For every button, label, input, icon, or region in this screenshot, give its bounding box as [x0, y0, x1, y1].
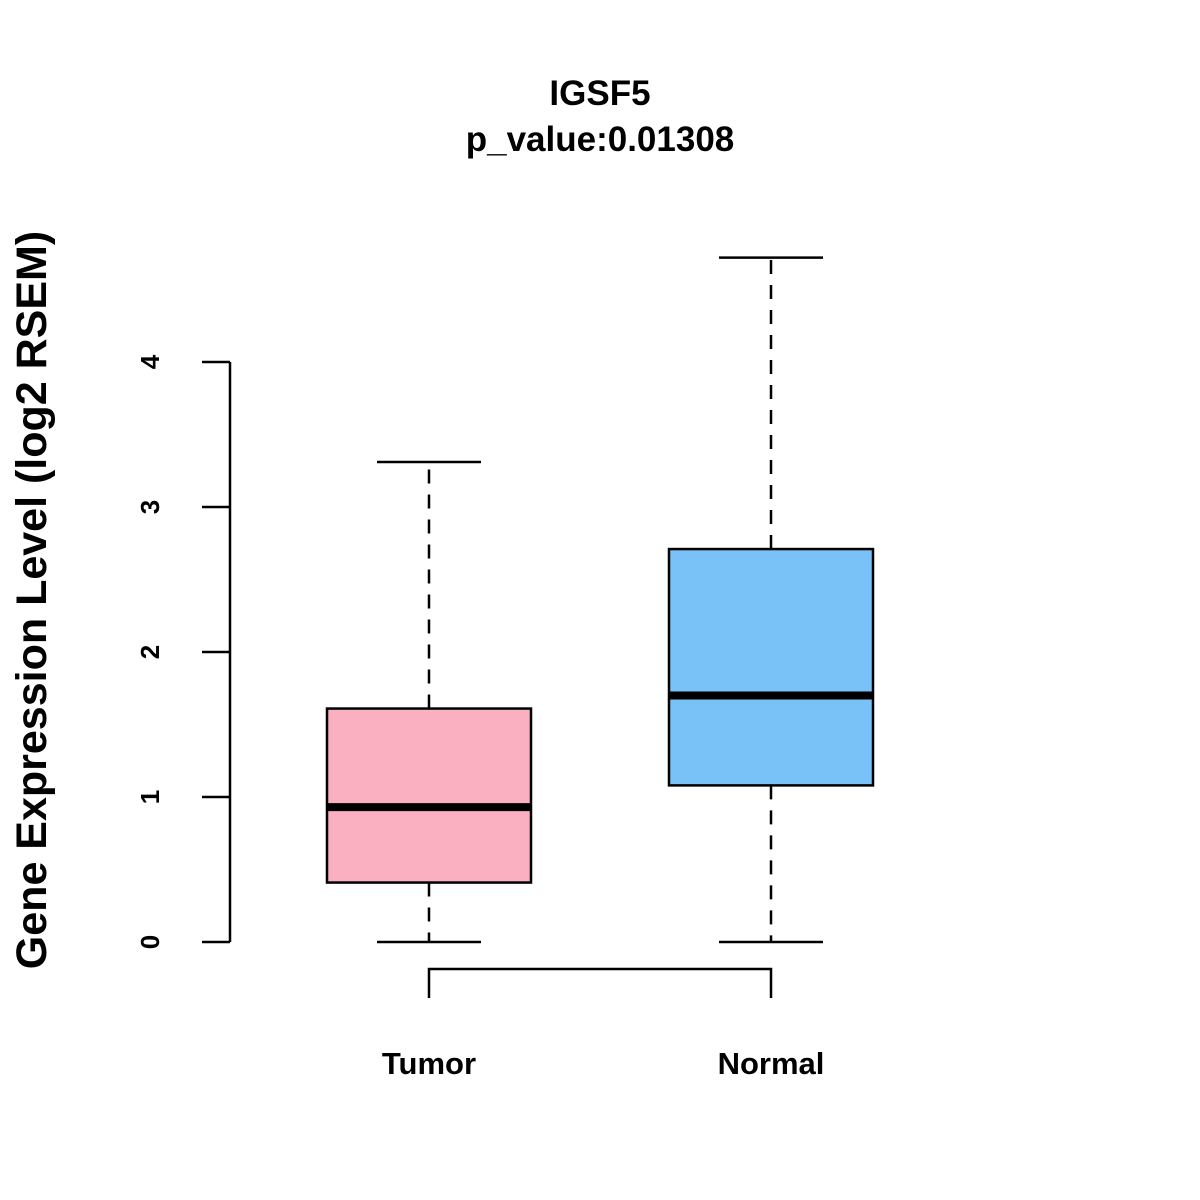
y-tick-label-4: 4 — [135, 354, 165, 369]
y-tick-label-3: 3 — [135, 500, 165, 514]
y-tick-label-1: 1 — [135, 790, 165, 804]
iqr-box — [325, 707, 533, 884]
y-tick-label-2: 2 — [135, 645, 165, 659]
bracket-line — [427, 967, 773, 998]
y-axis-label: Gene Expression Level (log2 RSEM) — [8, 231, 56, 969]
chart-subtitle: p_value:0.01308 — [466, 120, 735, 159]
iqr-box — [667, 547, 875, 787]
category-labels: Tumor Normal — [382, 1046, 824, 1081]
category-label-tumor: Tumor — [382, 1046, 476, 1081]
category-label-normal: Normal — [718, 1046, 825, 1081]
y-axis: 0 1 2 3 4 — [135, 354, 232, 949]
boxes — [325, 256, 875, 944]
box-normal — [667, 256, 875, 944]
chart-title: IGSF5 — [549, 74, 650, 113]
box-tumor — [325, 460, 533, 944]
comparison-bracket — [427, 967, 773, 998]
y-tick-label-0: 0 — [135, 935, 165, 949]
